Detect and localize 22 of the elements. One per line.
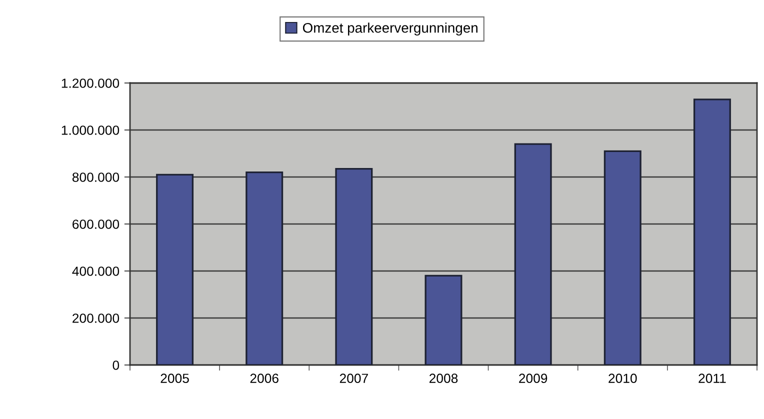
bar <box>246 171 284 365</box>
x-tick-label: 2010 <box>608 374 637 384</box>
y-tick-label: 400.000 <box>72 266 120 276</box>
bar <box>604 150 642 365</box>
legend-label: Omzet parkeervergunningen <box>302 22 478 36</box>
y-tick-label: 1.200.000 <box>62 78 120 88</box>
bar <box>514 143 552 365</box>
x-tick-label: 2009 <box>519 374 548 384</box>
y-tick-label: 0 <box>112 360 120 370</box>
x-tick-label: 2011 <box>698 374 726 384</box>
y-tick-label: 600.000 <box>72 220 120 229</box>
bar <box>156 174 194 365</box>
y-tick-label: 200.000 <box>72 314 120 323</box>
bar <box>335 168 373 365</box>
y-tick-label: 800.000 <box>72 172 120 182</box>
y-tick-label: 1.000.000 <box>62 126 120 135</box>
bar <box>693 98 731 365</box>
x-tick-label: 2007 <box>340 374 368 384</box>
x-tick-label: 2006 <box>250 374 278 384</box>
x-tick-label: 2005 <box>160 374 189 384</box>
x-tick-label: 2008 <box>429 374 458 384</box>
bar <box>424 274 462 365</box>
